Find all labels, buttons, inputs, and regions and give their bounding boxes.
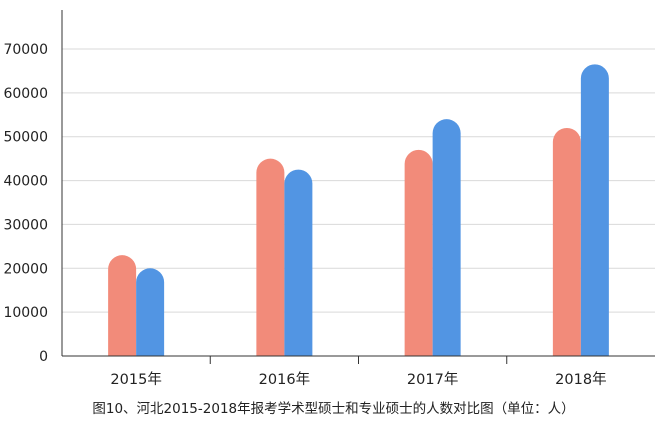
y-tick-label: 60000	[3, 86, 48, 102]
grid-lines	[62, 48, 655, 313]
bar-series-1	[552, 127, 581, 356]
bar-series-2	[136, 268, 165, 356]
y-tick-label: 0	[39, 349, 48, 365]
x-axis-labels: 2015年 2016年 2017年 2018年	[110, 371, 606, 388]
bar-series-1	[256, 158, 285, 356]
bar-series-2	[580, 64, 609, 356]
y-tick-label: 10000	[3, 305, 48, 321]
y-tick-label: 20000	[3, 261, 48, 277]
bar-series-2	[284, 169, 313, 356]
axes	[61, 10, 655, 364]
bars	[108, 64, 609, 356]
x-tick-label: 2017年	[407, 371, 458, 388]
x-tick-label: 2015年	[110, 371, 161, 388]
bar-series-1	[108, 255, 137, 356]
y-tick-label: 30000	[3, 217, 48, 233]
y-tick-label: 70000	[3, 42, 48, 58]
x-tick-label: 2018年	[555, 371, 606, 388]
bar-series-1	[404, 149, 433, 356]
chart-title: 图10、河北2015-2018年报考学术型硕士和专业硕士的人数对比图（单位：人）	[92, 401, 575, 417]
y-tick-label: 50000	[3, 130, 48, 146]
y-tick-label: 40000	[3, 174, 48, 190]
x-tick-label: 2016年	[259, 371, 310, 388]
bar-series-2	[432, 119, 461, 356]
y-axis-ticks: 0 10000 20000 30000 40000 50000 60000 70000	[3, 42, 48, 365]
